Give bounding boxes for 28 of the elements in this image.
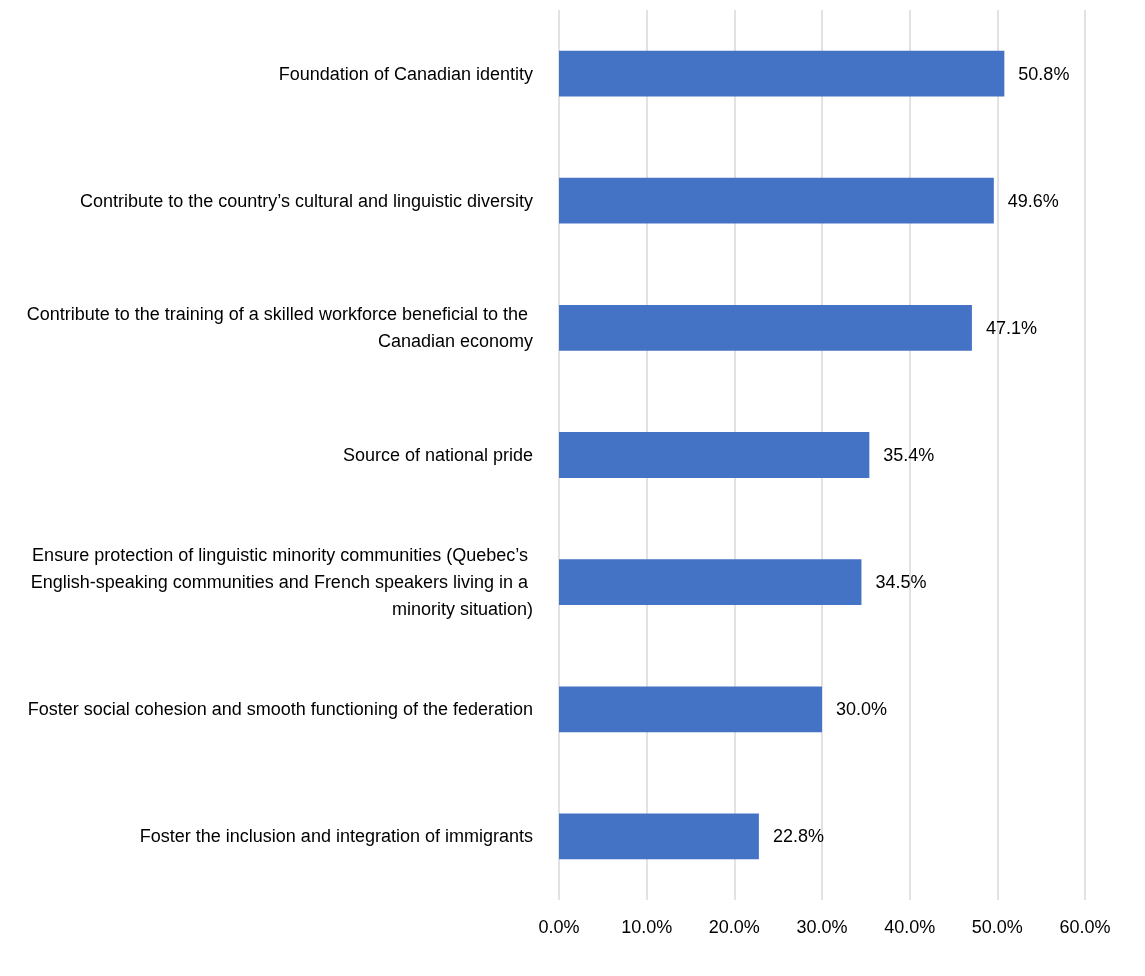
x-tick-label: 40.0% [884,917,936,937]
y-tick-label: Source of national pride [342,445,533,465]
data-label: 34.5% [875,572,927,593]
x-tick-label: 0.0% [538,917,580,937]
y-tick-label: Foundation of Canadian identity [278,63,533,84]
bar [559,559,862,606]
bar [559,177,994,224]
x-tick-label: 50.0% [971,917,1023,937]
y-tick-label: Foster social cohesion and smooth functioning of the federation [27,699,533,720]
bar [559,304,972,351]
bar [559,432,870,478]
data-label: 22.8% [772,826,824,847]
x-tick-label: 20.0% [708,917,760,937]
data-label: 49.6% [1007,190,1059,211]
data-label: 50.8% [1018,63,1070,84]
data-label: 35.4% [883,445,935,465]
data-label: 30.0% [836,699,888,720]
x-tick-label: 30.0% [796,917,848,937]
data-label: 47.1% [985,317,1037,338]
bar [559,50,1005,97]
x-tick-label: 10.0% [621,917,673,937]
y-tick-label: Ensure protection of linguistic minority communities (Quebec’s English-speaking communities and French speakers living in a minority situation) [30,545,533,620]
bar [559,813,759,860]
x-tick-label: 60.0% [1059,917,1111,937]
y-tick-label: Contribute to the training of a skilled workforce beneficial to the Canadian economy [26,304,533,352]
y-tick-label: Foster the inclusion and integration of immigrants [139,826,533,847]
y-tick-label: Contribute to the country’s cultural and linguistic diversity [80,190,533,211]
bar [559,686,822,733]
